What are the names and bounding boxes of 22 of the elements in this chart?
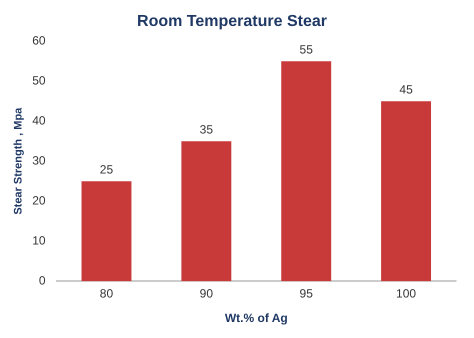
x-tick-label: 80 — [100, 286, 114, 301]
y-tick-label: 50 — [32, 74, 46, 88]
x-axis-title: Wt.% of Ag — [224, 311, 288, 326]
data-label: 55 — [300, 42, 314, 57]
bar — [181, 141, 232, 282]
bar — [381, 101, 432, 282]
x-tick-label: 90 — [200, 286, 214, 301]
data-label: 45 — [399, 82, 414, 97]
y-tick-label: 20 — [32, 194, 46, 208]
x-tick-label: 100 — [396, 286, 416, 301]
x-tick-label: 95 — [300, 286, 314, 301]
data-label: 25 — [100, 162, 114, 177]
y-tick-label: 10 — [32, 234, 46, 248]
bar — [82, 181, 132, 282]
bar — [281, 61, 332, 282]
y-tick-label: 0 — [38, 274, 46, 288]
chart-title: Room Temperature Stear — [137, 13, 327, 30]
y-tick-label: 30 — [32, 154, 46, 168]
y-tick-label: 60 — [32, 34, 46, 48]
data-label: 35 — [200, 122, 214, 137]
y-tick-label: 40 — [32, 114, 46, 128]
y-axis-title: Stear Strength , Mpa — [12, 106, 25, 215]
